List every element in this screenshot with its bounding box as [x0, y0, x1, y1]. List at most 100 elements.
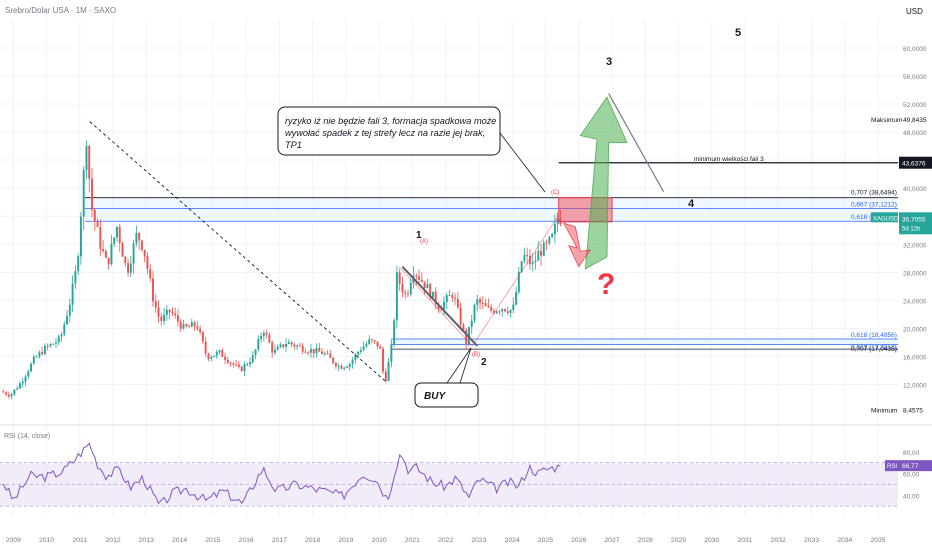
candle-body	[85, 146, 88, 171]
candle-body	[340, 365, 343, 369]
candle-body	[179, 321, 182, 329]
level-tag-bg	[899, 156, 932, 169]
candle-body	[260, 335, 263, 339]
candle-body	[481, 302, 484, 304]
candle-body	[107, 257, 110, 265]
candle-body	[18, 383, 21, 389]
candle-body	[165, 309, 168, 315]
candle-body	[393, 320, 396, 345]
candle-body	[91, 178, 93, 210]
candle-body	[104, 250, 107, 258]
candle-body	[467, 326, 470, 345]
x-tick-label: 2035	[870, 537, 885, 544]
buy-label: BUY	[424, 391, 446, 402]
candle-body	[265, 332, 268, 335]
candle-body	[96, 221, 99, 227]
x-tick-label: 2023	[471, 537, 486, 544]
fib-label-0618-lower: 0,618 (18,4856)	[851, 332, 897, 339]
candle-body	[526, 254, 529, 256]
x-tick-label: 2020	[372, 537, 387, 544]
candle-body	[348, 363, 351, 367]
candle-body	[343, 367, 346, 369]
candle-body	[35, 356, 38, 358]
candle-body	[298, 345, 301, 347]
question-mark: ?	[597, 268, 615, 301]
candle-body	[382, 348, 385, 372]
candle-body	[88, 146, 91, 179]
x-tick-label: 2017	[272, 537, 287, 544]
candle-body	[351, 359, 354, 364]
x-tick-label: 2010	[39, 537, 54, 544]
candle-body	[154, 301, 157, 308]
candle-body	[287, 342, 290, 344]
candle-body	[523, 254, 526, 262]
wave-3-label: 3	[606, 56, 612, 68]
x-tick-label: 2018	[305, 537, 320, 544]
candle-body	[229, 362, 232, 364]
candle-body	[27, 371, 30, 377]
candle-body	[315, 348, 318, 354]
candle-body	[334, 362, 337, 367]
candle-body	[296, 345, 299, 347]
candle-body	[553, 223, 556, 234]
candle-body	[41, 352, 44, 355]
candle-body	[115, 226, 118, 238]
callout-line-2: wywołać spadek z tej strefy lecz na razi…	[285, 128, 485, 138]
x-tick-label: 2015	[205, 537, 220, 544]
candle-body	[376, 341, 379, 347]
x-tick-label: 2022	[438, 537, 453, 544]
candle-body	[68, 304, 71, 316]
candle-body	[429, 284, 432, 298]
candle-body	[312, 349, 315, 354]
candle-body	[74, 271, 77, 284]
rsi-value-bg	[899, 460, 932, 472]
x-tick-label: 2025	[538, 537, 553, 544]
candle-body	[504, 309, 506, 312]
callout-box[interactable]: ryzyko iż nie będzie fali 3, formacja sp…	[277, 106, 501, 156]
candle-body	[204, 341, 207, 354]
candle-body	[163, 314, 166, 321]
candle-body	[440, 309, 443, 311]
candle-body	[484, 303, 487, 306]
countdown-value: 5d 12h	[902, 226, 920, 232]
fib-zones: 0,707 (38,6494)0,667 (37,1212)0,618 (35,…	[84, 190, 899, 353]
currency-label: USD	[906, 7, 923, 16]
candle-body	[102, 248, 105, 251]
candle-body	[451, 295, 454, 298]
candle-body	[431, 291, 434, 298]
candle-body	[201, 332, 204, 342]
buy-callout[interactable]: BUY	[414, 382, 479, 408]
candle-body	[79, 216, 82, 257]
x-tick-label: 2034	[837, 537, 852, 544]
candle-body	[82, 170, 85, 217]
rsi-band	[0, 462, 898, 507]
candle-body	[60, 334, 63, 337]
candle-body	[448, 295, 451, 297]
rsi-tick-label: 40,00	[903, 493, 920, 500]
green-up-arrow	[579, 96, 628, 270]
candle-body	[146, 256, 149, 269]
candle-body	[99, 226, 102, 249]
candle-body	[346, 366, 348, 368]
candle-body	[185, 324, 188, 327]
x-tick-label: 2030	[704, 537, 719, 544]
y-tick-label: 56,0000	[903, 74, 927, 81]
candle-body	[354, 354, 357, 360]
candle-body	[157, 307, 160, 317]
y-tick-label: 60,0000	[903, 46, 927, 53]
wave-4-label: 4	[688, 198, 695, 210]
candle-body	[224, 356, 227, 360]
candle-body	[268, 334, 271, 343]
x-tick-label: 2029	[671, 537, 686, 544]
candle-body	[390, 344, 393, 362]
candle-body	[556, 218, 559, 224]
candle-body	[512, 304, 515, 310]
candle-body	[329, 353, 332, 358]
wave-path-abc	[398, 212, 561, 347]
candle-body	[246, 364, 249, 366]
candle-body	[401, 283, 404, 293]
candle-body	[492, 310, 495, 314]
candle-body	[55, 342, 57, 344]
